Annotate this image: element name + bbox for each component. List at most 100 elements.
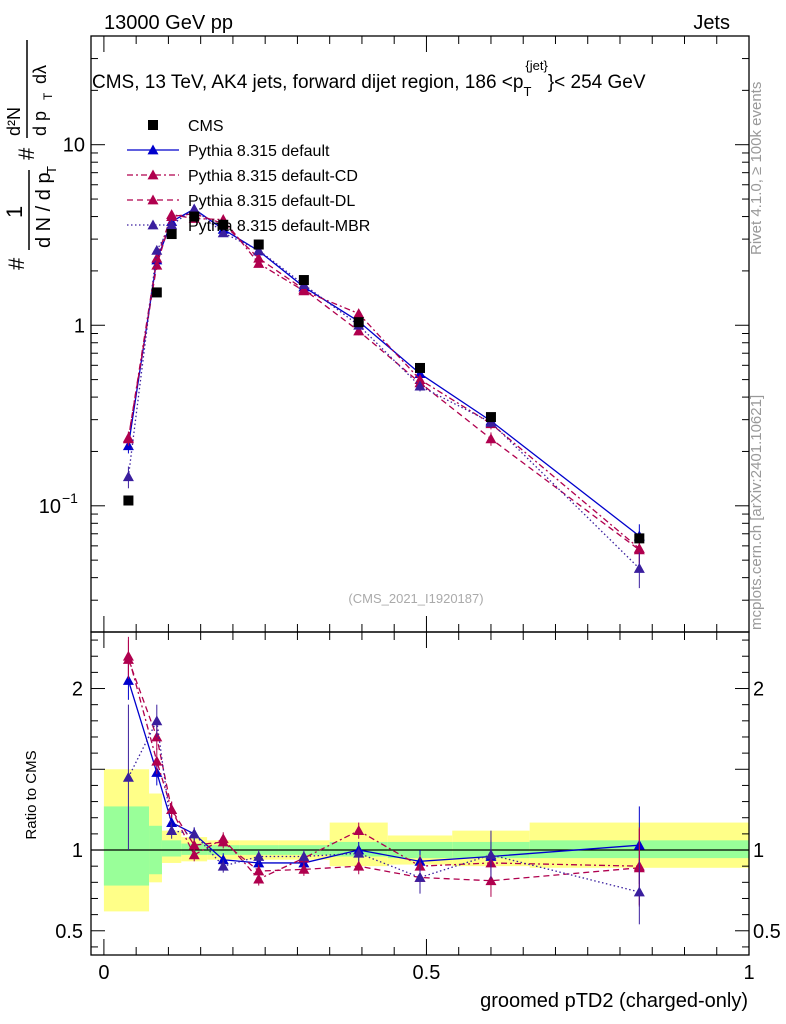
ratio-marker — [188, 839, 200, 850]
legend-label: Pythia 8.315 default-DL — [188, 193, 355, 210]
ylabel-hash2: # — [14, 147, 39, 160]
ratio-marker — [217, 860, 229, 871]
ylabel-rhs-num: d²N — [4, 107, 24, 136]
legend-marker — [147, 169, 159, 180]
legend-label: Pythia 8.315 default-CD — [188, 168, 358, 185]
ratio-marker — [151, 715, 163, 726]
ratio-ylabel: Ratio to CMS — [23, 750, 40, 839]
x-tick-label: 1 — [743, 962, 754, 984]
ratio-marker — [166, 825, 178, 836]
cms-data-point — [485, 412, 496, 423]
series-line — [127, 208, 640, 537]
ratio-band-inner — [103, 806, 150, 886]
series-marker — [353, 308, 365, 319]
series-marker — [253, 257, 265, 268]
x-tick-label: 0 — [98, 962, 109, 984]
series-marker — [151, 244, 163, 255]
ylabel-den: d N / d p — [33, 172, 55, 248]
ratio-marker — [298, 863, 310, 874]
jets-label: Jets — [693, 12, 730, 34]
series-marker — [353, 325, 365, 336]
ratio-marker — [353, 860, 365, 871]
legend-label: CMS — [188, 118, 224, 135]
main-ylabel: # 1 d N / d p T # d²N d p T dλ — [2, 40, 59, 270]
ratio-marker — [151, 755, 163, 766]
ratio-marker — [353, 825, 365, 836]
legend-marker — [147, 219, 159, 230]
ylabel-rhs-dlambda: dλ — [30, 65, 50, 84]
series-marker — [414, 380, 426, 391]
series-marker — [188, 203, 200, 214]
mcplots-ref: mcplots.cern.ch [arXiv:2401.10621] — [748, 395, 765, 630]
series-line — [127, 213, 640, 550]
ratio-marker — [122, 674, 134, 685]
series-marker — [166, 211, 178, 221]
ratio-plot: 0.5 0.5 1 1 2 2 0 0.5 1 — [55, 631, 781, 984]
ratio-marker — [414, 871, 426, 882]
ratio-band-inner — [161, 840, 182, 857]
y-tick-label: 1 — [74, 315, 85, 337]
ylabel-den-sub: T — [44, 166, 59, 174]
series-marker — [414, 368, 426, 378]
series-marker — [633, 544, 645, 555]
ratio-marker — [122, 771, 134, 782]
legend-marker — [147, 194, 159, 205]
cms-data-point — [298, 275, 309, 286]
series-marker — [122, 471, 134, 482]
series-marker — [151, 259, 163, 270]
y-tick-label: 10 — [63, 135, 85, 157]
ratio-y-tick-label-right: 2 — [753, 679, 764, 701]
plot-title: CMS, 13 TeV, AK4 jets, forward dijet reg… — [92, 58, 646, 99]
cms-data-point — [151, 287, 162, 298]
ratio-marker — [253, 850, 265, 861]
cms-data-point — [415, 362, 425, 373]
cms-data-point — [123, 495, 134, 506]
ratio-frame — [90, 631, 750, 956]
ratio-marker — [298, 850, 310, 861]
legend-marker — [147, 144, 159, 155]
ratio-marker — [217, 836, 229, 847]
ratio-y-tick-label-right: 1 — [753, 840, 764, 862]
legend-label: Pythia 8.315 default-MBR — [188, 218, 370, 235]
series-marker — [151, 252, 163, 263]
x-tick-label: 0.5 — [413, 962, 441, 984]
ratio-marker — [122, 653, 134, 664]
series-marker — [166, 219, 178, 230]
ratio-marker — [188, 828, 200, 839]
cms-data-point — [218, 219, 229, 230]
y-tick-label: 10 — [39, 496, 61, 518]
cms-data-point — [353, 317, 364, 328]
rivet-version: Rivet 4.1.0, ≥ 100k events — [748, 82, 765, 255]
legend-marker-cms — [148, 120, 158, 130]
cms-data-point — [166, 229, 177, 240]
ylabel-one: 1 — [2, 206, 27, 218]
series-line — [127, 212, 640, 551]
ratio-marker — [633, 886, 645, 897]
x-axis-label: groomed pTD2 (charged-only) — [480, 990, 748, 1012]
series-line — [127, 208, 640, 569]
legend-label: Pythia 8.315 default — [188, 143, 330, 160]
series-marker — [217, 227, 229, 238]
ratio-marker — [485, 875, 497, 886]
series-marker — [253, 244, 265, 255]
ylabel-hash: # — [4, 257, 29, 270]
ylabel-rhs-den: d p — [30, 111, 50, 136]
series-marker — [253, 252, 265, 263]
ratio-marker — [217, 854, 229, 865]
series-marker — [122, 432, 134, 443]
legend: CMS Pythia 8.315 default Pythia 8.315 defa… — [127, 118, 370, 235]
ratio-marker — [353, 847, 365, 858]
cms-data-point — [634, 533, 645, 544]
cms-data-point — [189, 211, 200, 222]
cms-data-point — [253, 239, 264, 250]
ratio-marker — [166, 817, 178, 827]
series-marker — [633, 562, 645, 573]
ratio-marker — [485, 849, 497, 860]
ratio-marker — [166, 804, 178, 815]
ratio-y-tick-label: 1 — [72, 840, 83, 862]
y-tick-label-exp: −1 — [62, 490, 78, 506]
ratio-y-tick-label-right: 0.5 — [753, 921, 781, 943]
series-marker — [485, 433, 497, 444]
